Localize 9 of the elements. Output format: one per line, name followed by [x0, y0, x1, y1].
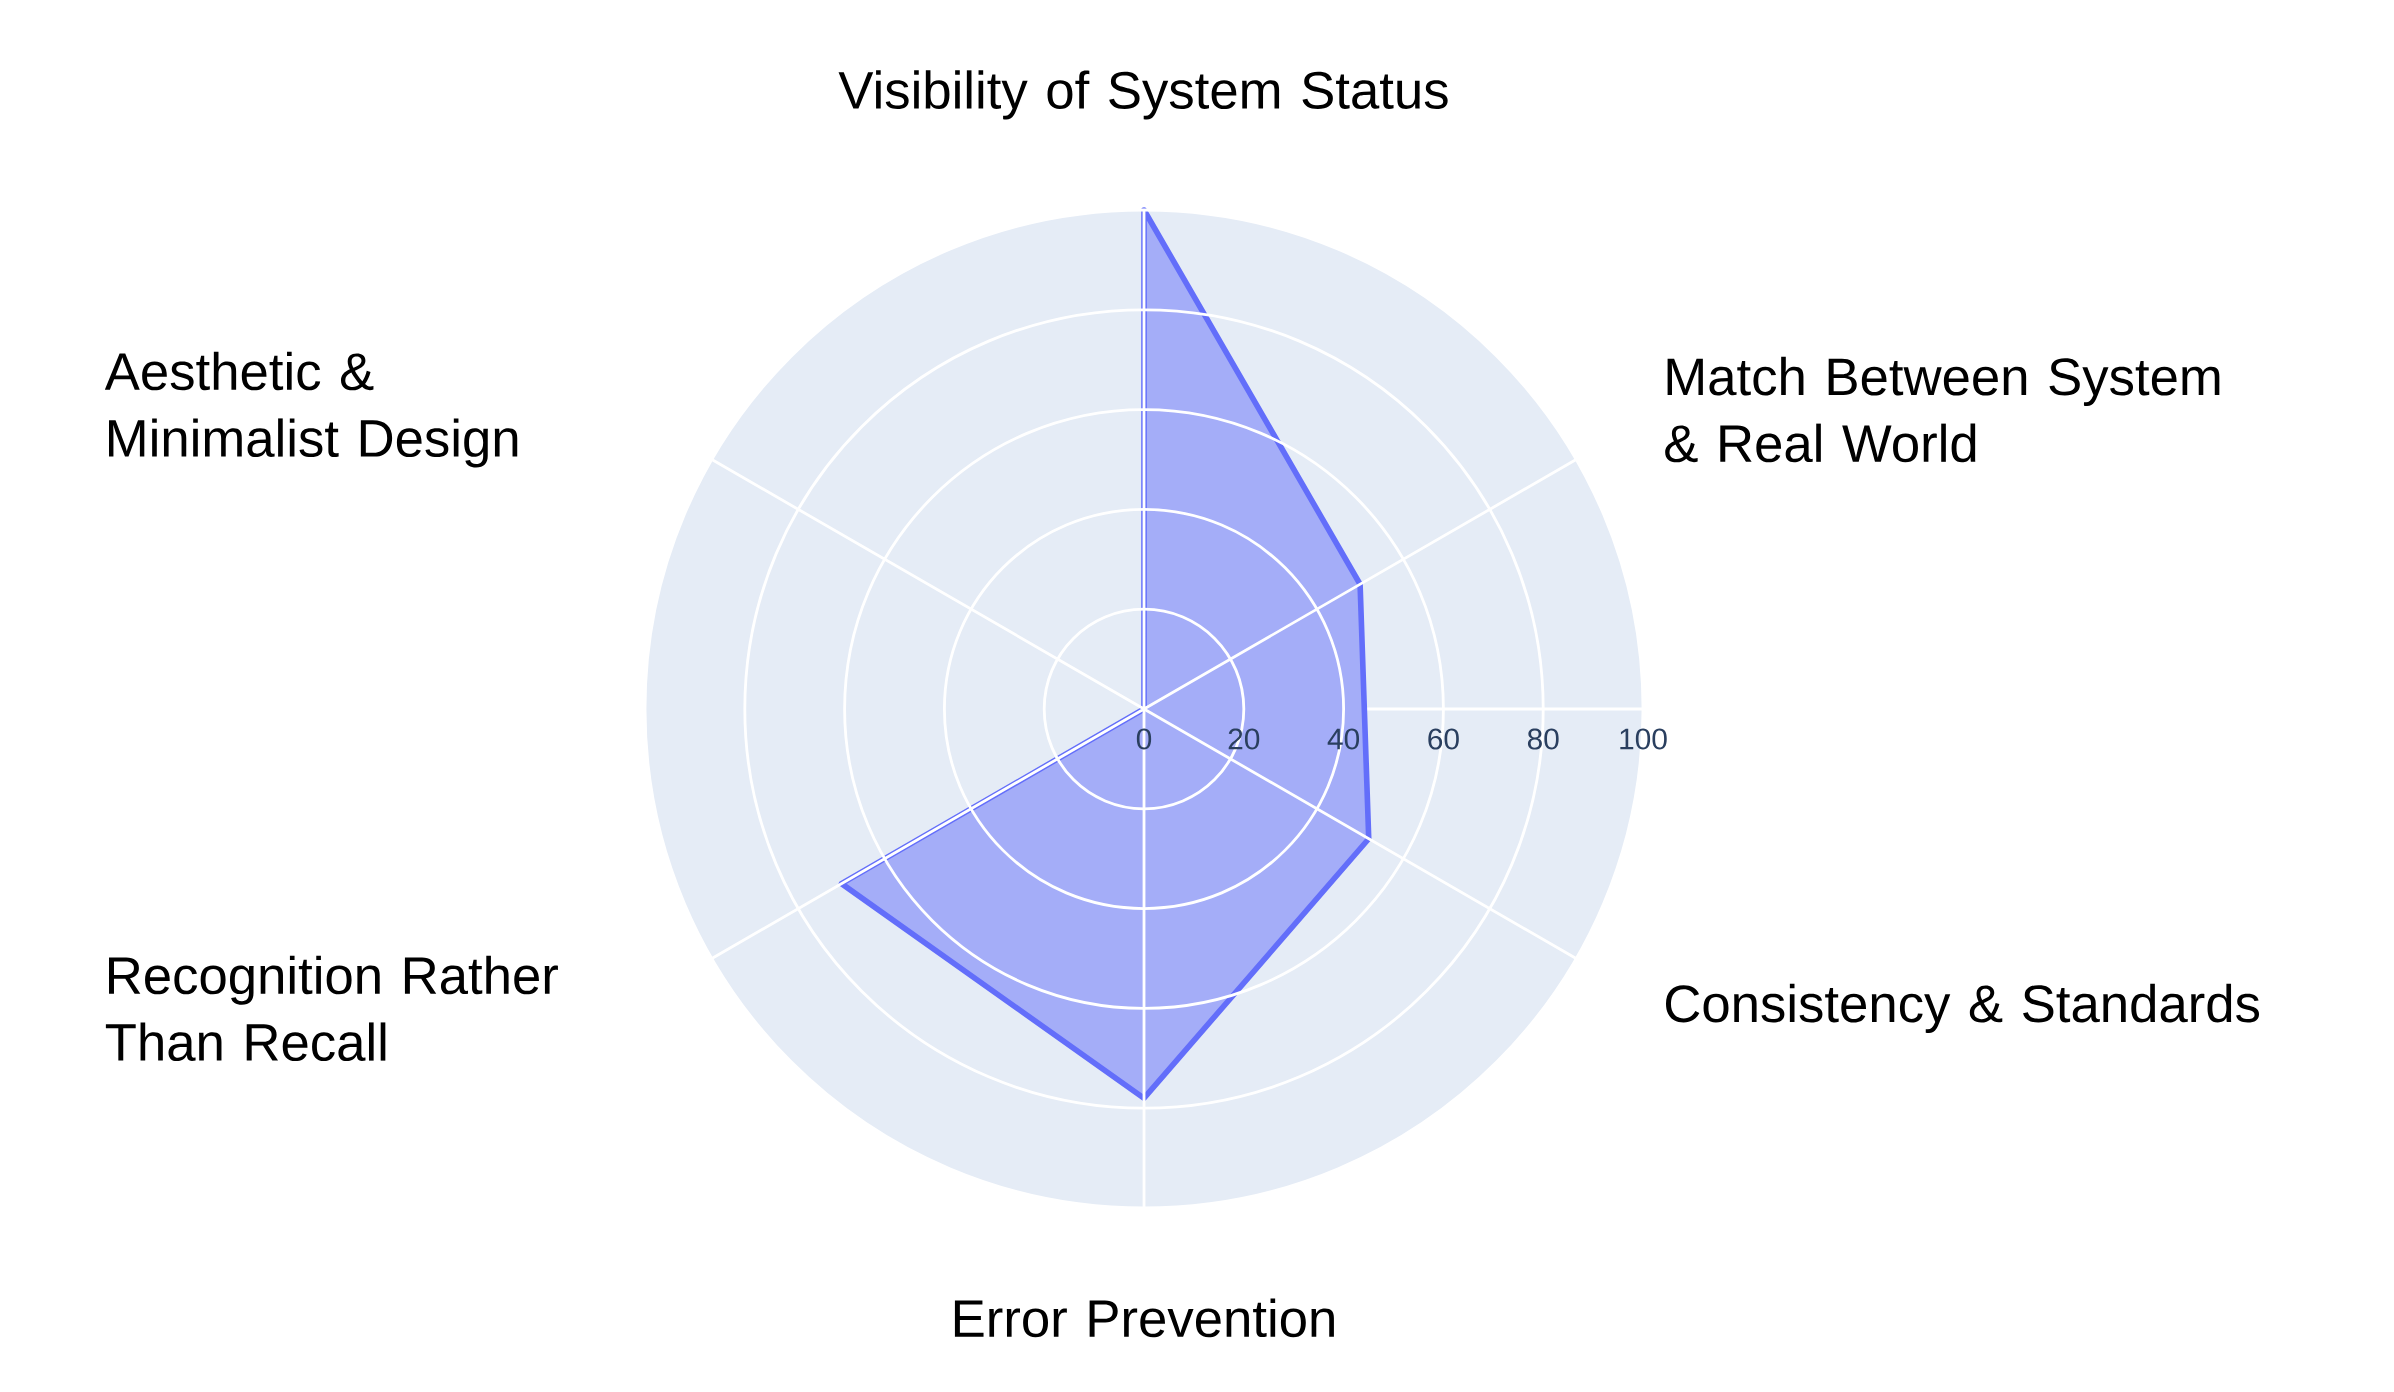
- spoke-label: Match Between System & Real World: [1665, 356, 2220, 463]
- spoke-label: Error Prevention: [954, 1298, 1334, 1338]
- spoke-label: Aesthetic & Minimalist Design: [104, 351, 518, 468]
- y-tick-label: 100: [1620, 728, 1667, 750]
- spoke-label: Visibility of System Status: [838, 70, 1448, 120]
- spoke-label: Recognition Rather Than Recall: [105, 955, 558, 1062]
- spoke-label: Consistency & Standards: [1665, 983, 2260, 1033]
- y-tick-label: 60: [1428, 728, 1459, 750]
- y-tick-label: 80: [1527, 728, 1559, 750]
